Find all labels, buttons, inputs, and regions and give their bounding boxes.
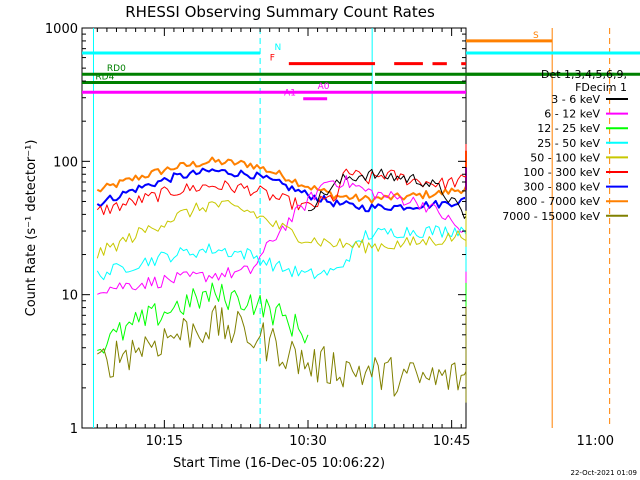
legend-label-25-50-kev: 25 - 50 keV <box>537 137 600 150</box>
flag-a1-label: A1 <box>284 89 296 99</box>
legend-label-3-6-kev: 3 - 6 keV <box>551 93 600 106</box>
legend-label-800-7000-kev: 800 - 7000 keV <box>516 195 600 208</box>
legend: Det 1,3,4,5,6,9,FDecim 13 - 6 keV 6 - 12 … <box>502 68 628 223</box>
y-axis-ticks: 1 10 100 1000 <box>45 22 466 437</box>
legend-header-1: Det 1,3,4,5,6,9, <box>541 68 627 81</box>
series-layer <box>96 144 467 403</box>
series-25-50-kev-line-1 <box>96 211 467 281</box>
series-800-7000-kev-line-1 <box>96 150 467 204</box>
flag-rd0-label: RD0 <box>107 64 126 74</box>
series-7000-15000-kev-line-1 <box>97 305 467 397</box>
flag-s-label: S <box>533 31 539 41</box>
flag-a0-label: A0 <box>318 82 330 92</box>
x-tick-label-10-45: 10:45 <box>433 434 470 449</box>
y-tick-label-100: 100 <box>53 155 78 170</box>
legend-label-7000-15000-kev: 7000 - 15000 keV <box>502 210 600 223</box>
y-tick-label-1: 1 <box>70 422 78 437</box>
x-tick-label-10-30: 10:30 <box>289 434 326 449</box>
x-tick-label-11-00: 11:00 <box>577 434 614 449</box>
flag-f-label: F <box>270 54 275 64</box>
chart-title: RHESSI Observing Summary Count Rates <box>125 3 435 21</box>
y-tick-label-10: 10 <box>61 289 78 304</box>
series-100-300-kev-line-1 <box>96 144 467 216</box>
x-axis-label: Start Time (16-Dec-05 10:06:22) <box>173 456 385 471</box>
series-12-25-kev-line-1 <box>97 282 309 354</box>
legend-label-300-800-kev: 300 - 800 keV <box>523 181 600 194</box>
flag-n-label: N <box>274 43 281 53</box>
vertical-markers <box>92 28 611 428</box>
x-tick-label-10-15: 10:15 <box>146 434 183 449</box>
legend-label-100-300-kev: 100 - 300 keV <box>523 166 600 179</box>
flag-rd4-label: RD4 <box>95 73 114 83</box>
generation-timestamp: 22-Oct-2021 01:09 <box>571 469 637 477</box>
legend-header-2: FDecim 1 <box>575 81 627 94</box>
y-axis-label: Count Rate (s⁻¹ detector⁻¹) <box>24 140 39 317</box>
legend-label-12-25-kev: 12 - 25 keV <box>537 122 600 135</box>
y-tick-label-1000: 1000 <box>45 22 78 37</box>
series-3-6-kev-line-1 <box>307 168 467 276</box>
legend-label-6-12-kev: 6 - 12 keV <box>544 108 600 121</box>
legend-label-50-100-kev: 50 - 100 keV <box>530 151 600 164</box>
series-50-100-kev-line-1 <box>96 200 467 259</box>
